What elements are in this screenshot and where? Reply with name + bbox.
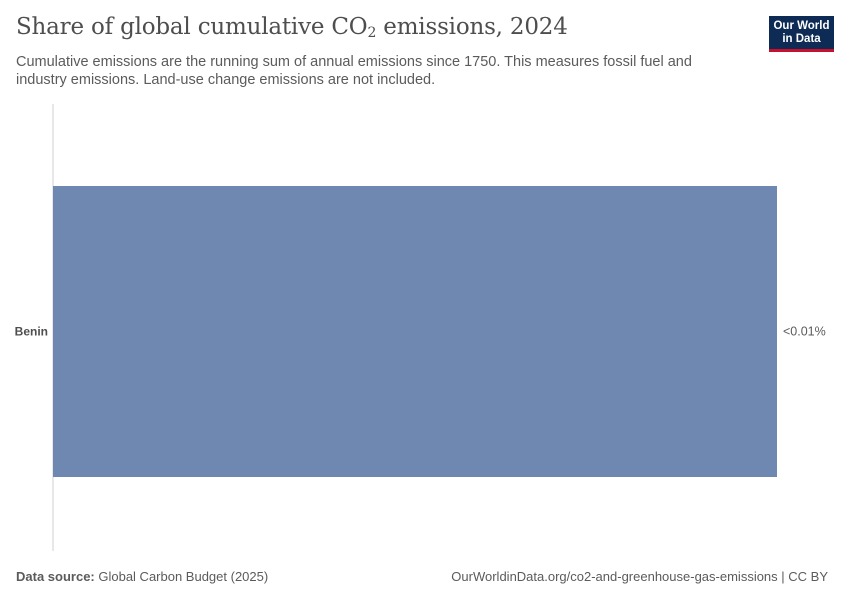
source-url[interactable]: OurWorldinData.org/co2-and-greenhouse-ga… [451,569,828,584]
title-end: emissions, 2024 [376,14,568,40]
owid-logo[interactable]: Our World in Data [769,16,834,52]
title-subscript: 2 [367,25,377,41]
chart-title: Share of global cumulative CO2 emissions… [16,14,568,40]
logo-line-1: Our World [773,20,830,32]
bar-benin[interactable] [53,186,777,477]
data-source-value[interactable]: Global Carbon Budget (2025) [94,569,269,584]
data-source-label: Data source: [16,569,95,584]
title-main: Share of global cumulative CO [16,14,368,40]
chart-subtitle: Cumulative emissions are the running sum… [16,54,692,88]
value-label: <0.01% [783,325,826,339]
category-label: Benin [15,325,48,339]
data-source: Data source: Global Carbon Budget (2025) [16,569,268,584]
logo-line-2: in Data [782,33,821,45]
